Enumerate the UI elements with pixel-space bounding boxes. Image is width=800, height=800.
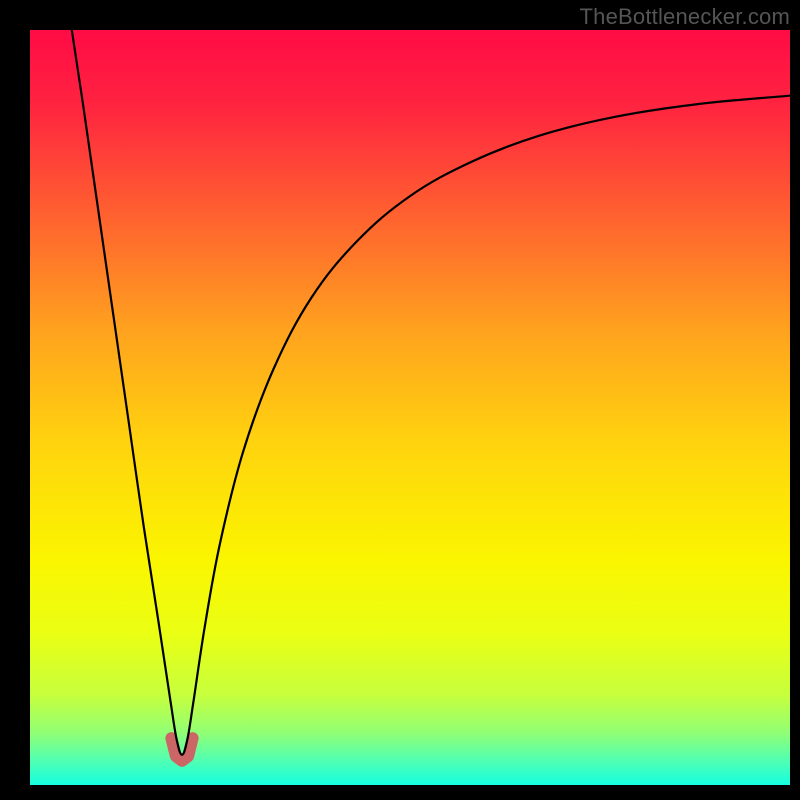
chart-container: TheBottlenecker.com bbox=[0, 0, 800, 800]
bottleneck-chart bbox=[0, 0, 800, 800]
watermark-text: TheBottlenecker.com bbox=[580, 4, 790, 30]
plot-background bbox=[30, 30, 790, 785]
